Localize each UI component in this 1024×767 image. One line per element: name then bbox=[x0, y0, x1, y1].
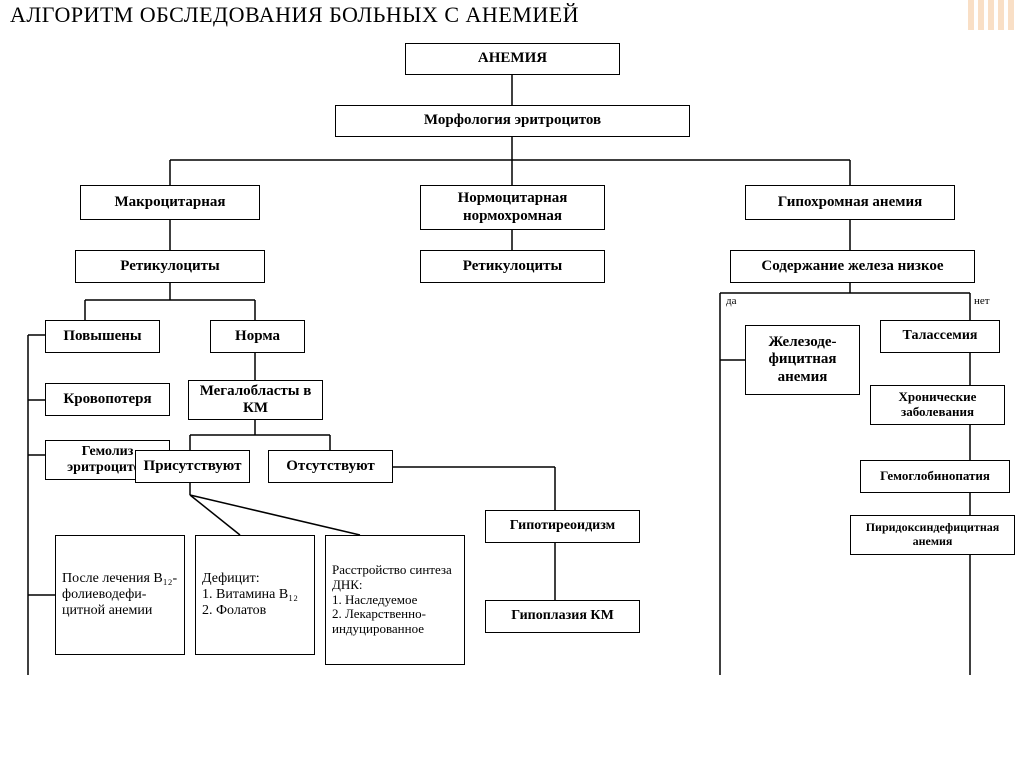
node-retic2: Ретикулоциты bbox=[420, 250, 605, 283]
flowchart-diagram: АНЕМИЯ Морфология эритроцитов Макроцитар… bbox=[0, 35, 1024, 765]
node-thal: Талассемия bbox=[880, 320, 1000, 353]
page-title: АЛГОРИТМ ОБСЛЕДОВАНИЯ БОЛЬНЫХ С АНЕМИЕЙ bbox=[10, 2, 579, 28]
label-da: да bbox=[726, 295, 736, 307]
node-bloodloss: Кровопотеря bbox=[45, 383, 170, 416]
node-ironlow: Содержание железа низкое bbox=[730, 250, 975, 283]
node-irondef: Железоде- фицитная анемия bbox=[745, 325, 860, 395]
node-hypo: Гипохромная анемия bbox=[745, 185, 955, 220]
node-elevated: Повышены bbox=[45, 320, 160, 353]
node-chronic: Хронические заболевания bbox=[870, 385, 1005, 425]
node-morph: Морфология эритроцитов bbox=[335, 105, 690, 137]
corner-decoration bbox=[964, 0, 1024, 30]
node-root: АНЕМИЯ bbox=[405, 43, 620, 75]
node-hemoglob: Гемоглобинопатия bbox=[860, 460, 1010, 493]
node-retic1: Ретикулоциты bbox=[75, 250, 265, 283]
node-megalo: Мегалобласты в КМ bbox=[188, 380, 323, 420]
node-dnk: Расстройство синтеза ДНК: 1. Наследуемое… bbox=[325, 535, 465, 665]
label-net: нет bbox=[974, 295, 990, 307]
node-norm: Норма bbox=[210, 320, 305, 353]
node-present: Присутствуют bbox=[135, 450, 250, 483]
node-hypoplasia: Гипоплазия КМ bbox=[485, 600, 640, 633]
node-macro: Макроцитарная bbox=[80, 185, 260, 220]
node-hypothyr: Гипотиреоидизм bbox=[485, 510, 640, 543]
node-afterb12: После лечения В₁₂- фолиеводефи-цитной ан… bbox=[55, 535, 185, 655]
node-normo: Нормоцитарная нормохромная bbox=[420, 185, 605, 230]
node-absent: Отсутствуют bbox=[268, 450, 393, 483]
node-pyridox: Пиридоксиндефицитная анемия bbox=[850, 515, 1015, 555]
node-deficit: Дефицит: 1. Витамина В₁₂ 2. Фолатов bbox=[195, 535, 315, 655]
